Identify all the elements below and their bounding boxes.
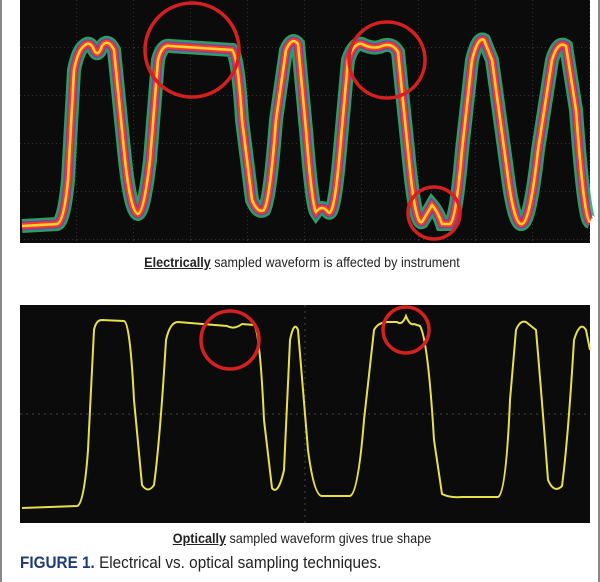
highlight-circle: [199, 309, 261, 371]
electrical-caption-bold: Electrically: [144, 254, 211, 270]
highlight-circle: [381, 305, 431, 355]
electrical-caption-text: sampled waveform is affected by instrume…: [210, 254, 460, 270]
highlight-circle: [406, 185, 462, 241]
optical-caption-bold: Optically: [172, 530, 227, 546]
electrical-scope-panel: [20, 0, 590, 243]
optical-scope-panel: [20, 305, 591, 523]
optical-caption-text: sampled waveform gives true shape: [226, 530, 432, 546]
highlight-circle: [347, 20, 427, 100]
figure-label: FIGURE 1.: [20, 553, 95, 572]
electrical-caption: Electrically sampled waveform is affecte…: [32, 254, 572, 270]
figure-caption-text: Electrical vs. optical sampling techniqu…: [94, 553, 382, 572]
highlight-circle: [143, 1, 241, 99]
figure-caption: FIGURE 1. Electrical vs. optical samplin…: [20, 553, 381, 573]
optical-caption: Optically sampled waveform gives true sh…: [32, 530, 572, 546]
optical-waveform: [21, 313, 591, 509]
